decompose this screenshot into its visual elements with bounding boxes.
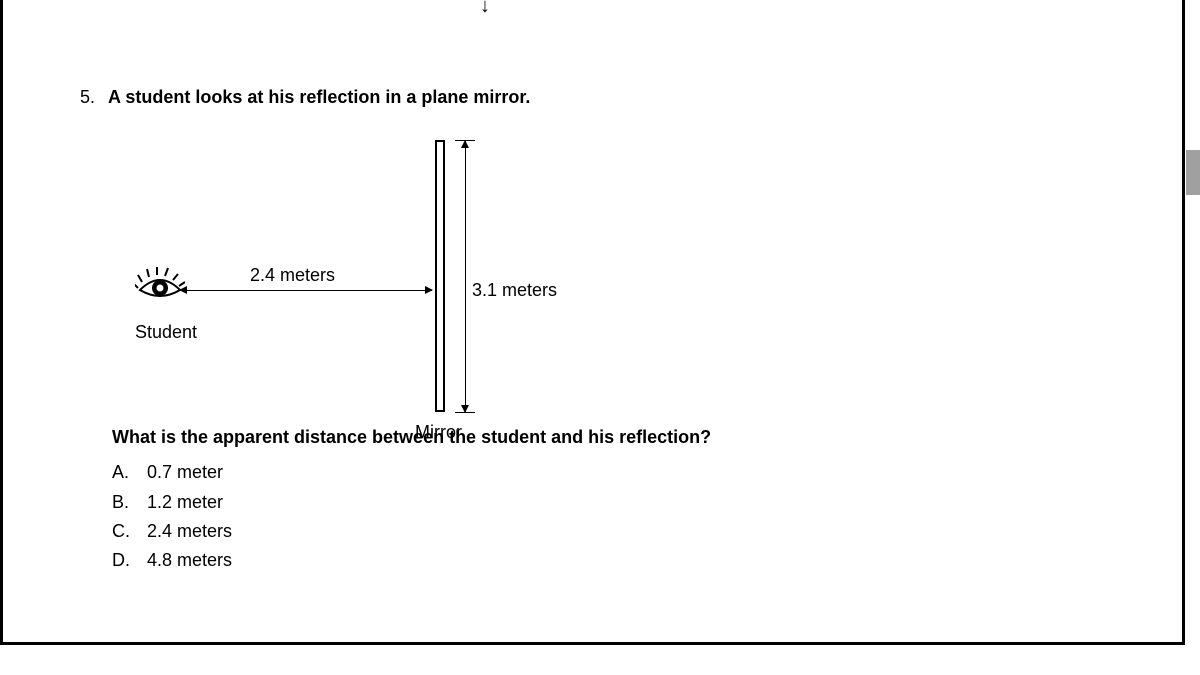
mirror-rect bbox=[435, 140, 445, 412]
scrollbar-thumb[interactable] bbox=[1186, 150, 1200, 195]
mirror-diagram: Student 2.4 meters Mirror 3.1 meters bbox=[120, 125, 1150, 425]
height-arrow-down bbox=[461, 405, 469, 413]
eye-icon bbox=[135, 260, 185, 310]
height-label: 3.1 meters bbox=[472, 278, 557, 303]
height-line bbox=[465, 140, 466, 412]
mirror-label: Mirror bbox=[415, 420, 462, 445]
distance-arrow bbox=[180, 290, 432, 291]
student-label: Student bbox=[135, 320, 197, 345]
height-arrow-up bbox=[461, 140, 469, 148]
distance-label: 2.4 meters bbox=[250, 263, 335, 288]
down-arrow-icon: ↓ bbox=[480, 0, 490, 18]
